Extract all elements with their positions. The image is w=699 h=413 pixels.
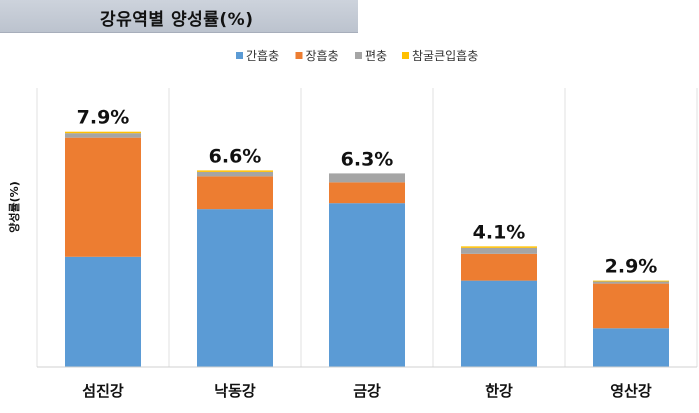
bar-segment-간흡충 [65,256,141,367]
x-tick-label: 섬진강 [82,382,124,400]
x-tick-label: 영산강 [610,382,652,400]
legend-swatch [402,52,409,59]
legend-entry-label: 간흡충 [246,49,279,63]
total-data-label: 6.6% [209,145,262,167]
total-data-label: 7.9% [77,107,130,129]
legend-entry-label: 장흡충 [306,49,339,63]
bars [65,131,669,367]
bar-segment-편충 [593,281,669,284]
legend-entry-label: 편충 [365,49,387,63]
total-data-label: 6.3% [341,148,394,170]
x-tick-label: 금강 [353,382,381,400]
bar-segment-장흡충 [65,137,141,257]
bar-segment-참굴큰입흡충 [461,246,537,248]
x-tick-label: 낙동강 [214,382,256,400]
bar-segment-장흡충 [461,253,537,281]
legend-swatch [236,52,243,59]
labels: 7.9% 섬진강 6.6% 낙동강 6.3% 금강 4.1% 한강 2.9% 영산강 [77,107,658,400]
bar-segment-간흡충 [593,328,669,367]
legend-swatch [295,52,303,59]
bar-segment-편충 [197,171,273,177]
bar-segment-간흡충 [329,203,405,367]
bar-segment-편충 [461,247,537,254]
total-data-label: 2.9% [605,256,658,278]
bar-segment-참굴큰입흡충 [593,280,669,282]
bar-segment-편충 [329,173,405,183]
bar-segment-간흡충 [461,280,537,367]
category-separators [36,88,698,367]
legend-swatch [355,52,362,59]
x-tick-label: 한강 [485,382,513,400]
bar-segment-참굴큰입흡충 [197,170,273,172]
bar-segment-간흡충 [197,209,273,367]
chart-title-bar: 강유역별 양성률(%) [0,0,358,33]
bar-segment-편충 [65,133,141,138]
legend: 간흡충 장흡충 편충 참굴큰입흡충 [236,49,478,63]
bar-segment-장흡충 [593,283,669,329]
bar-segment-장흡충 [329,182,405,204]
bar-segment-장흡충 [197,176,273,210]
legend-entry-label: 참굴큰입흡충 [412,49,478,63]
y-axis-label: 양성률(%) [7,181,21,232]
total-data-label: 4.1% [473,221,526,243]
bar-segment-참굴큰입흡충 [65,131,141,134]
chart-title: 강유역별 양성률(%) [100,10,254,30]
